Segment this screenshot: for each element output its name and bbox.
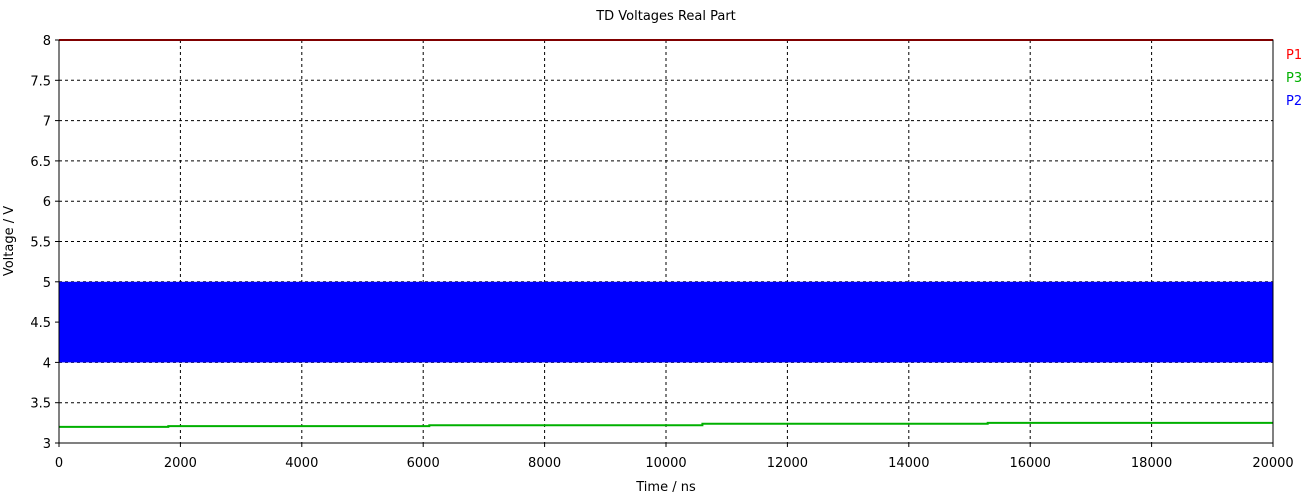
y-axis-title: Voltage / V bbox=[2, 206, 17, 276]
series-p2 bbox=[59, 281, 1273, 363]
x-tick-label: 20000 bbox=[1252, 456, 1293, 471]
legend-entry-p2: P2 bbox=[1286, 94, 1302, 109]
x-tick-label: 8000 bbox=[528, 456, 561, 471]
x-tick-label: 14000 bbox=[888, 456, 929, 471]
y-tick-label: 6 bbox=[43, 195, 51, 210]
x-tick-label: 6000 bbox=[407, 456, 440, 471]
x-tick-label: 2000 bbox=[164, 456, 197, 471]
y-tick-label: 6.5 bbox=[30, 155, 51, 170]
y-tick-label: 5.5 bbox=[30, 236, 51, 251]
series-p3 bbox=[59, 421, 1273, 428]
y-tick-label: 3 bbox=[43, 437, 51, 452]
y-tick-label: 3.5 bbox=[30, 397, 51, 412]
y-tick-label: 7.5 bbox=[30, 74, 51, 89]
y-ticks: 3 3.5 4 4.5 5 5.5 6 6.5 7 7.5 8 bbox=[30, 34, 59, 452]
y-tick-label: 4 bbox=[43, 356, 51, 371]
y-tick-label: 8 bbox=[43, 34, 51, 49]
x-tick-label: 4000 bbox=[285, 456, 318, 471]
x-ticks: 0 2000 4000 6000 8000 10000 12000 14000 16000 180… bbox=[55, 443, 1294, 471]
chart-title: TD Voltages Real Part bbox=[595, 9, 736, 24]
legend-entry-p3: P3 bbox=[1286, 71, 1302, 86]
series-layer bbox=[59, 39, 1273, 428]
legend: P1 P3 P2 bbox=[1286, 48, 1302, 109]
x-tick-label: 0 bbox=[55, 456, 63, 471]
x-tick-label: 18000 bbox=[1131, 456, 1172, 471]
y-tick-label: 7 bbox=[43, 115, 51, 130]
y-tick-label: 4.5 bbox=[30, 316, 51, 331]
x-tick-label: 16000 bbox=[1010, 456, 1051, 471]
x-axis-title: Time / ns bbox=[635, 480, 696, 495]
y-tick-label: 5 bbox=[43, 276, 51, 291]
legend-entry-p1: P1 bbox=[1286, 48, 1302, 63]
x-tick-label: 12000 bbox=[767, 456, 808, 471]
x-tick-label: 10000 bbox=[645, 456, 686, 471]
